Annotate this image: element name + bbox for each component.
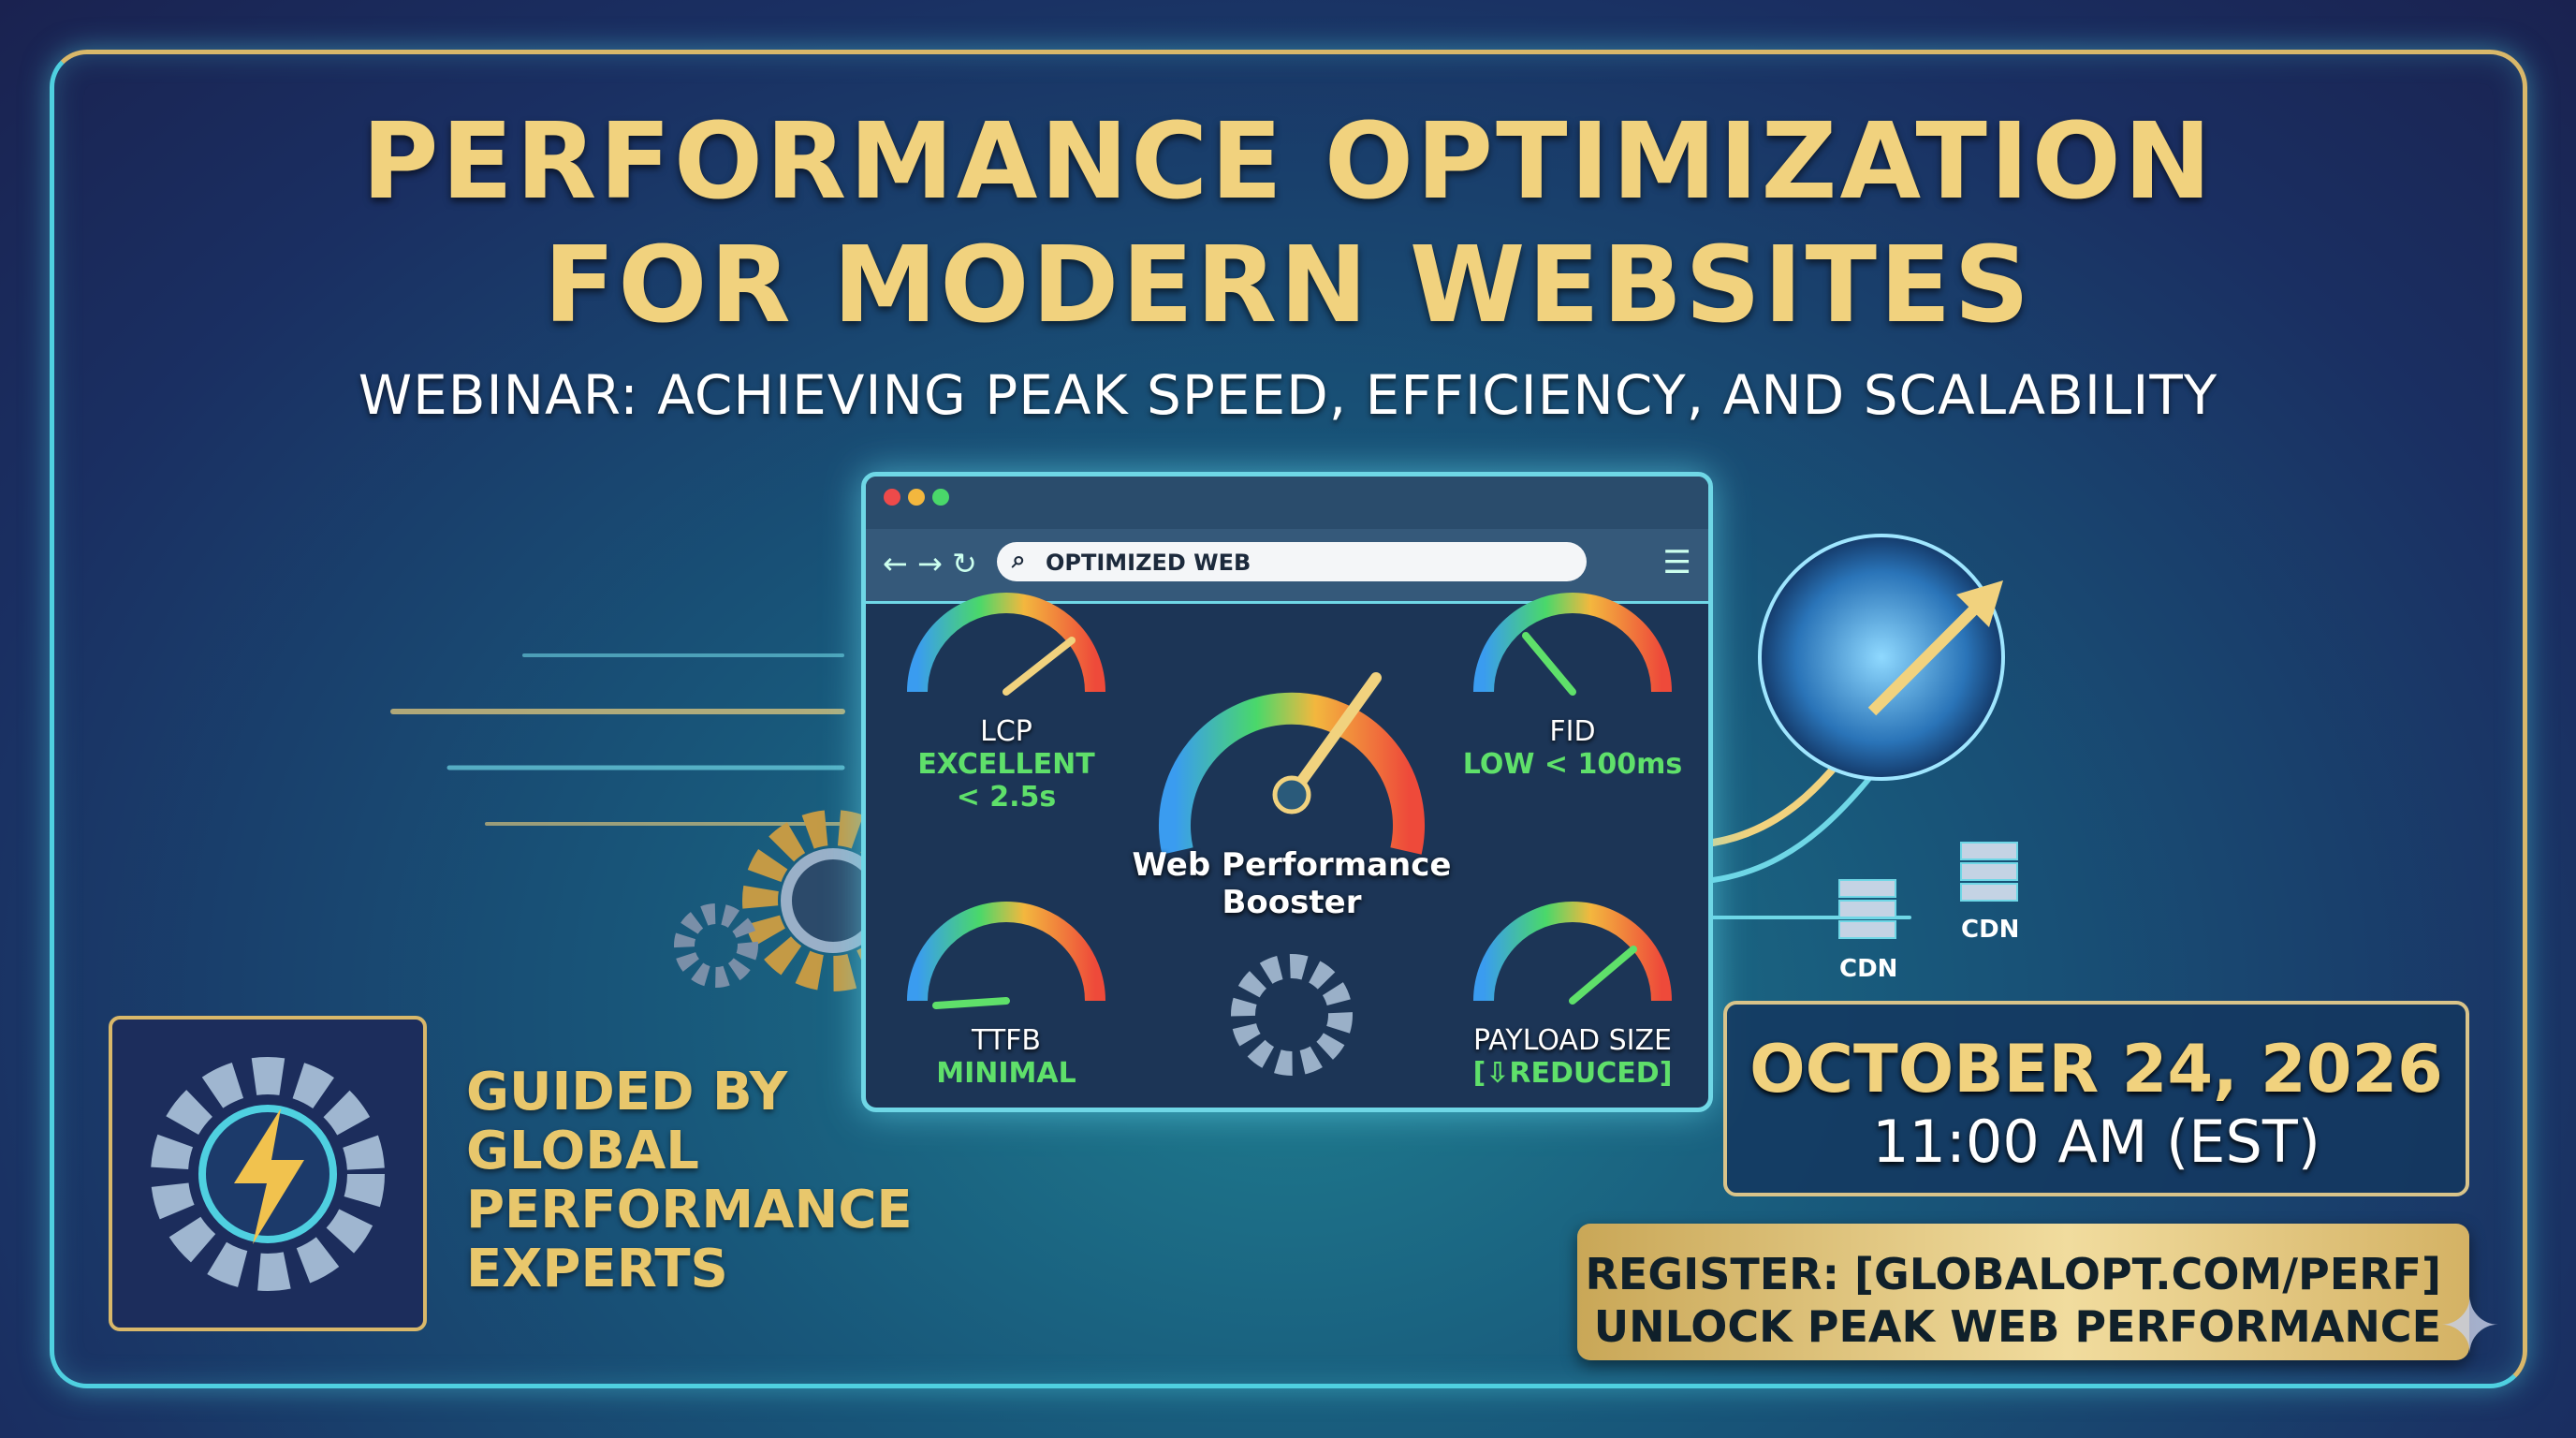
nav-arrows-icon[interactable]: ← → ↻	[883, 546, 977, 581]
sparkle-icon: ✦	[2438, 1283, 2502, 1370]
gauge-label-payload: PAYLOAD SIZE	[1473, 1024, 1672, 1057]
poster-frame	[50, 50, 2527, 1388]
gauge-value-payload: [⇩REDUCED]	[1472, 1057, 1673, 1090]
host-logo	[109, 1016, 427, 1331]
title-line1: PERFORMANCE OPTIMIZATION	[361, 101, 2215, 223]
subtitle: WEBINAR: ACHIEVING PEAK SPEED, EFFICIENC…	[358, 363, 2218, 427]
event-time: 11:00 AM (EST)	[1872, 1108, 2320, 1176]
cdn-label: CDN	[1961, 916, 2020, 944]
gauge-value-ttfb: MINIMAL	[936, 1057, 1076, 1090]
gauge-fid	[1473, 593, 1672, 693]
gauge-label-fid: FID	[1549, 715, 1596, 748]
server-icon	[1838, 842, 2018, 939]
title-line2: FOR MODERN WEBSITES	[543, 225, 2033, 346]
gear-lightning-logo	[151, 1057, 385, 1291]
register-tagline: UNLOCK PEAK WEB PERFORMANCE	[1593, 1301, 2441, 1352]
register-banner[interactable]: REGISTER: [GLOBALOPT.COM/PERF] UNLOCK PE…	[1577, 1224, 2469, 1360]
gauge-value2-lcp: < 2.5s	[956, 781, 1057, 814]
tab-bar	[866, 477, 1708, 529]
gauge-label-ttfb: TTFB	[972, 1024, 1041, 1057]
arrow-icon	[1867, 594, 1989, 716]
gauges	[907, 593, 1672, 1076]
event-datetime: OCTOBER 24, 2026 11:00 AM (EST)	[1723, 1001, 2469, 1196]
gauge-value-fid: LOW < 100ms	[1462, 748, 1683, 781]
gauge-main	[1159, 692, 1425, 855]
gauge-ttfb	[907, 902, 1105, 1002]
host-line: EXPERTS	[466, 1239, 728, 1299]
address-row: ← → ↻ ⌕ OPTIMIZED WEB ☰	[866, 529, 1708, 604]
globe-icon	[1758, 534, 2005, 781]
gauge-value-lcp: EXCELLENT	[917, 748, 1095, 781]
event-date: OCTOBER 24, 2026	[1749, 1031, 2443, 1108]
address-text: OPTIMIZED WEB	[1046, 550, 1251, 576]
gear-icon	[1231, 954, 1353, 1076]
gear-icon	[674, 903, 758, 988]
gauge-label-lcp: LCP	[980, 715, 1032, 748]
menu-icon[interactable]: ☰	[1662, 544, 1691, 581]
host-line: PERFORMANCE	[466, 1180, 913, 1240]
cdn-label: CDN	[1839, 955, 1898, 983]
host-line: GUIDED BY	[466, 1062, 788, 1123]
register-link[interactable]: REGISTER: [GLOBALOPT.COM/PERF]	[1585, 1249, 2442, 1299]
host-line: GLOBAL	[466, 1121, 699, 1181]
browser-window: ← → ↻ ⌕ OPTIMIZED WEB ☰ LCP EXCELLENT < 2…	[861, 472, 1713, 1112]
gauge-lcp	[907, 593, 1105, 693]
booster-label: Web Performance Booster	[1132, 846, 1452, 921]
gauge-payload	[1473, 902, 1672, 1002]
search-icon: ⌕	[1012, 546, 1026, 574]
address-bar[interactable]: ⌕ OPTIMIZED WEB	[997, 542, 1587, 581]
host-text: GUIDED BY GLOBAL PERFORMANCE EXPERTS	[466, 1063, 913, 1299]
